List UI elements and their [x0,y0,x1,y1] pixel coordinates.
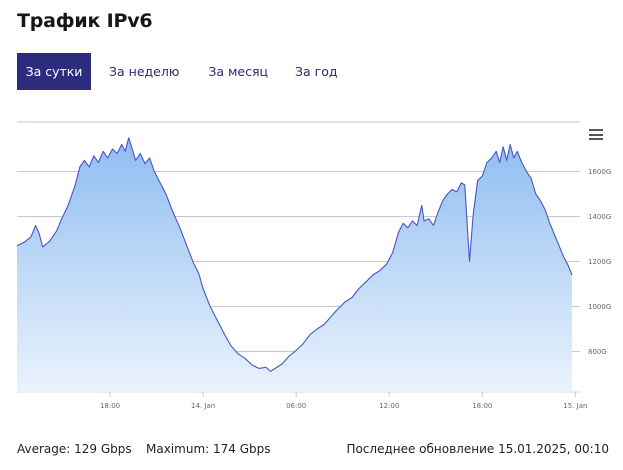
y-tick-label: 1200G [588,258,611,266]
y-tick-label: 800G [588,348,607,356]
x-tick-label: 12:00 [379,402,399,410]
page-title: Трафик IPv6 [17,10,153,32]
x-tick-label: 18:00 [472,402,492,410]
maximum-value: Maximum: 174 Gbps [146,442,271,456]
tab-week[interactable]: За неделю [109,64,180,79]
tab-day[interactable]: За сутки [17,53,91,90]
y-tick-label: 1000G [588,303,611,311]
x-tick-label: 14. Jan [191,402,215,410]
tab-year[interactable]: За год [295,64,338,79]
x-tick-label: 18:00 [100,402,120,410]
average-value: Average: 129 Gbps [17,442,132,456]
traffic-line [16,137,573,372]
x-tick-label: 15. Jan [563,402,587,410]
chart-ticks: 800G 1000G 1200G 1400G 1600G 18:00 14. Jan 06:0… [100,168,611,410]
hamburger-menu-icon[interactable] [589,129,603,140]
traffic-area [17,137,572,392]
y-tick-label: 1600G [588,168,611,176]
y-tick-label: 1400G [588,213,611,221]
last-update: Последнее обновление 15.01.2025, 00:10 [346,442,609,456]
period-tabs: За сутки За неделю За месяц За год [17,53,351,90]
x-tick-label: 06:00 [286,402,306,410]
tab-month[interactable]: За месяц [208,64,269,79]
traffic-chart: 800G 1000G 1200G 1400G 1600G 18:00 14. Jan 06:0… [16,121,611,410]
